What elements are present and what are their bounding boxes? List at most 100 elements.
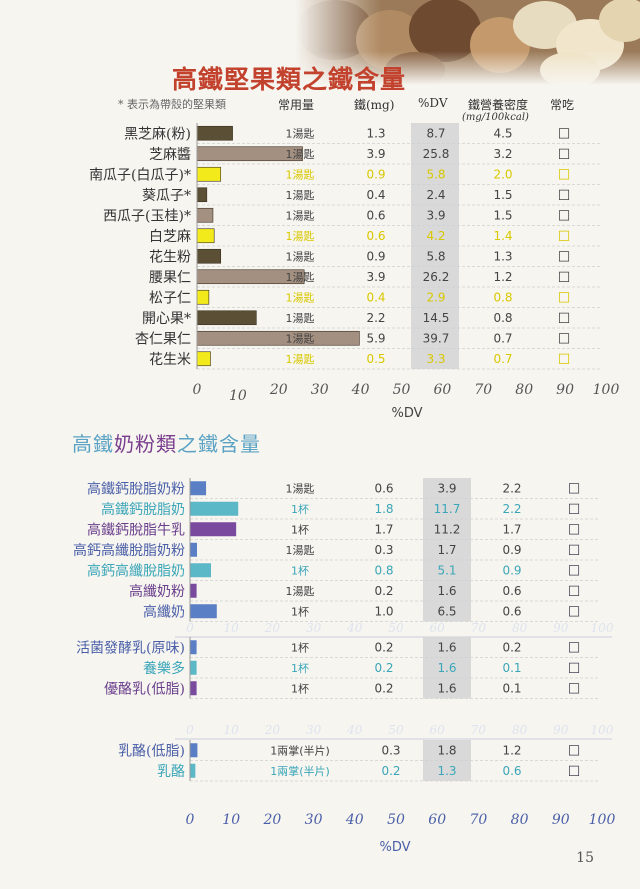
nut-serving: 1湯匙 xyxy=(286,291,315,304)
nut-density-value: 3.2 xyxy=(493,147,512,161)
milk-density-value: 0.9 xyxy=(502,543,521,557)
milk-serving: 1杯 xyxy=(291,681,309,695)
milk-row-label: 活菌發酵乳(原味) xyxy=(76,640,185,656)
milk-iron-value: 0.6 xyxy=(374,481,393,495)
milk-x-tick: 50 xyxy=(388,621,404,635)
nut-density-value: 1.4 xyxy=(493,229,512,243)
milk-x-tick: 0 xyxy=(186,812,195,828)
nut-serving: 1湯匙 xyxy=(286,189,315,202)
milk-x-tick: 40 xyxy=(345,812,364,828)
milk-serving: 1湯匙 xyxy=(286,482,315,495)
milk-x-tick: 100 xyxy=(589,812,616,828)
milk-row-label: 高鐵鈣脫脂牛乳 xyxy=(87,521,185,538)
nut-row-label: 松子仁 xyxy=(149,290,191,306)
nut-dv-value: 39.7 xyxy=(423,331,450,345)
nut-row-label: 白芝麻 xyxy=(149,229,191,245)
milk-row-label: 高鐵鈣脫脂奶粉 xyxy=(87,480,185,497)
milk-x-tick: 30 xyxy=(305,812,323,828)
nut-dv-value: 3.3 xyxy=(426,352,445,366)
nut-bar xyxy=(196,330,360,346)
milk-iron-value: 0.8 xyxy=(374,563,393,577)
milk-iron-value: 0.3 xyxy=(374,543,393,557)
nut-density-value: 1.3 xyxy=(493,249,512,263)
nut-iron-value: 0.9 xyxy=(366,167,385,181)
milk-iron-value: 0.2 xyxy=(374,681,393,695)
milk-iron-value: 1.0 xyxy=(374,604,393,618)
milk-serving: 1湯匙 xyxy=(286,544,315,557)
nuts-photo xyxy=(295,0,640,85)
nut-iron-value: 0.6 xyxy=(366,229,385,243)
milk-x-tick: 60 xyxy=(430,621,446,635)
nut-serving: 1湯匙 xyxy=(286,353,315,366)
nut-dv-value: 2.9 xyxy=(426,290,445,304)
milk-x-tick: 60 xyxy=(428,812,446,828)
nut-serving: 1湯匙 xyxy=(286,168,315,181)
nut-dv-value: 14.5 xyxy=(423,311,450,325)
nut-row-label: 芝麻醬 xyxy=(149,146,191,163)
nut-row-label: 南瓜子(白瓜子)* xyxy=(89,167,191,183)
nut-dv-value: 3.9 xyxy=(426,208,445,222)
milk-x-tick: 80 xyxy=(512,723,528,737)
milk-common-checkbox: ☐ xyxy=(568,584,581,600)
nut-row-label: 開心果* xyxy=(142,311,191,327)
nut-bar xyxy=(196,187,208,203)
nut-common-checkbox: ☐ xyxy=(558,208,571,224)
milk-x-tick: 90 xyxy=(552,812,570,828)
milk-dv-value: 1.7 xyxy=(437,543,456,557)
nut-x-tick: 50 xyxy=(393,382,411,398)
nut-common-checkbox: ☐ xyxy=(558,229,571,245)
nut-serving: 1湯匙 xyxy=(286,312,315,325)
nut-density-value: 0.8 xyxy=(493,290,512,304)
nut-common-checkbox: ☐ xyxy=(558,311,571,327)
nut-serving: 1湯匙 xyxy=(286,332,315,345)
milk-x-tick: 0 xyxy=(186,621,194,635)
milk-x-tick: 40 xyxy=(346,723,363,737)
nut-x-tick: 80 xyxy=(515,382,533,398)
milk-x-tick: 20 xyxy=(264,621,281,635)
milk-iron-value: 0.2 xyxy=(374,640,393,654)
milk-title-part-1: 高鐵 xyxy=(72,432,114,456)
milk-common-checkbox: ☐ xyxy=(568,661,581,677)
common-header: 常吃 xyxy=(550,98,575,112)
milk-x-tick: 70 xyxy=(471,621,487,635)
milk-row-label: 高鈣高纖脫脂奶 xyxy=(87,562,185,579)
milk-x-tick: 60 xyxy=(430,723,446,737)
nut-row-label: 葵瓜子* xyxy=(142,188,191,204)
milk-row-label: 乳酪 xyxy=(157,764,185,780)
nut-density-value: 0.7 xyxy=(493,352,512,366)
nut-x-axis-label: %DV xyxy=(391,406,422,421)
nut-common-checkbox: ☐ xyxy=(558,167,571,183)
milk-dv-value: 11.2 xyxy=(434,522,461,536)
nut-dv-value: 4.2 xyxy=(426,229,445,243)
milk-serving: 1杯 xyxy=(291,502,309,516)
milk-density-value: 0.9 xyxy=(502,563,521,577)
nut-x-tick: 100 xyxy=(593,382,620,398)
nut-iron-value: 3.9 xyxy=(366,270,385,284)
milk-bar xyxy=(190,640,197,655)
nut-common-checkbox: ☐ xyxy=(558,126,571,142)
milk-common-checkbox: ☐ xyxy=(568,481,581,497)
milk-x-tick: 20 xyxy=(262,812,281,828)
milk-common-checkbox: ☐ xyxy=(568,543,581,559)
milk-x-tick: 90 xyxy=(553,723,569,737)
nut-row-label: 杏仁果仁 xyxy=(135,331,191,347)
nut-serving: 1湯匙 xyxy=(286,127,315,140)
nut-iron-value: 5.9 xyxy=(366,331,385,345)
milk-common-checkbox: ☐ xyxy=(568,640,581,656)
nut-density-value: 0.7 xyxy=(493,331,512,345)
milk-chart-title: 高鐵奶粉類之鐵含量 xyxy=(72,428,261,457)
milk-bar xyxy=(190,501,239,516)
nut-common-checkbox: ☐ xyxy=(558,147,571,163)
milk-x-tick: 30 xyxy=(306,621,322,635)
milk-common-checkbox: ☐ xyxy=(568,604,581,620)
nut-dv-value: 5.8 xyxy=(426,167,445,181)
nut-bar xyxy=(196,228,215,244)
milk-density-value: 1.2 xyxy=(502,743,521,757)
nut-iron-value: 2.2 xyxy=(366,311,385,325)
nut-serving: 1湯匙 xyxy=(286,250,315,263)
nut-x-tick: 20 xyxy=(269,382,288,398)
milk-bar xyxy=(190,681,197,696)
milk-row-label: 高纖奶粉 xyxy=(129,583,185,600)
milk-serving: 1杯 xyxy=(291,522,309,536)
